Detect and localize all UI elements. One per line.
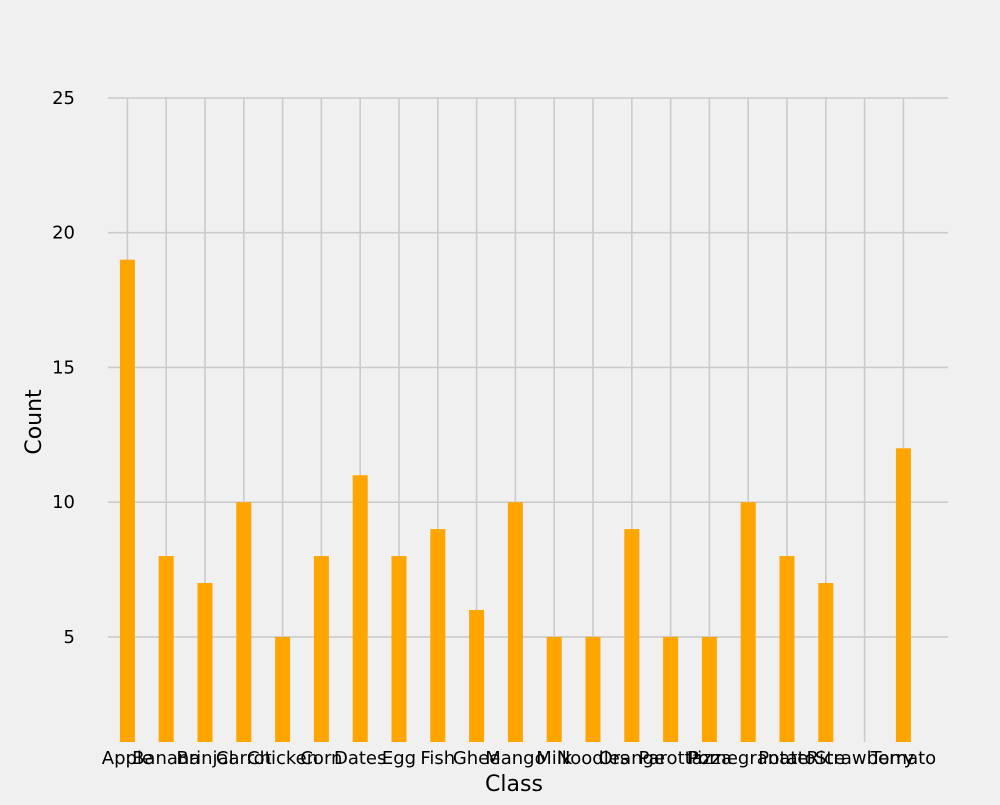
bar-potato: [779, 556, 795, 742]
x-tick-label: Pizza: [687, 748, 732, 769]
x-tick-label: Mango: [485, 748, 545, 769]
bar-dates: [352, 475, 368, 742]
bar-ghee: [469, 609, 485, 742]
bar-egg: [391, 556, 407, 742]
y-tick-labels: 5 10 15 20 25: [52, 88, 75, 648]
bar-carrot: [236, 502, 252, 742]
x-tick-label: Corn: [300, 748, 342, 769]
bar-pomegranate: [740, 502, 756, 742]
x-tick-label: Potato: [758, 748, 815, 769]
x-tick-label: Milk: [536, 748, 573, 769]
x-tick-labels: AppleBananaBrinjalCarrotChickenCornDates…: [102, 748, 936, 769]
bar-milk: [546, 636, 562, 742]
x-tick-label: Banana: [132, 748, 200, 769]
x-tick-label: Brinjal: [176, 748, 233, 769]
bar-tomato: [895, 448, 911, 742]
x-tick-label: Egg: [382, 748, 416, 769]
x-tick-label: Chicken: [247, 748, 318, 769]
x-axis-label: Class: [485, 772, 543, 797]
bar-orange: [624, 529, 640, 742]
x-tick-label: Pomegranate: [688, 748, 808, 769]
y-tick-label: 10: [52, 492, 75, 513]
bar-noodles: [585, 636, 601, 742]
x-tick-label: Noodles: [557, 748, 629, 769]
y-axis-label: Count: [22, 389, 47, 455]
y-tick-label: 15: [52, 357, 75, 378]
x-tick-label: Parotta: [638, 748, 702, 769]
x-tick-label: Fish: [420, 748, 455, 769]
bar-pizza: [701, 636, 717, 742]
bar-chicken: [275, 636, 291, 742]
bars: [119, 259, 911, 742]
x-tick-label: Dates: [334, 748, 386, 769]
x-tick-label: Orange: [599, 748, 666, 769]
x-tick-label: Tomato: [870, 748, 937, 769]
x-tick-label: Carrot: [216, 748, 272, 769]
y-tick-label: 20: [52, 223, 75, 244]
bar-rice: [818, 583, 834, 742]
bar-corn: [313, 556, 329, 742]
bar-fish: [430, 529, 446, 742]
y-tick-label: 5: [64, 627, 75, 648]
bar-brinjal: [197, 583, 213, 742]
x-tick-label: Rice: [807, 748, 845, 769]
x-tick-label: Apple: [102, 748, 153, 769]
x-tick-label: Ghee: [453, 748, 501, 769]
bar-parotta: [663, 636, 679, 742]
bar-apple: [119, 259, 135, 742]
y-tick-label: 25: [52, 88, 75, 109]
bar-mango: [507, 502, 523, 742]
x-tick-label: Strawberry: [815, 748, 915, 769]
bar-banana: [158, 556, 174, 742]
